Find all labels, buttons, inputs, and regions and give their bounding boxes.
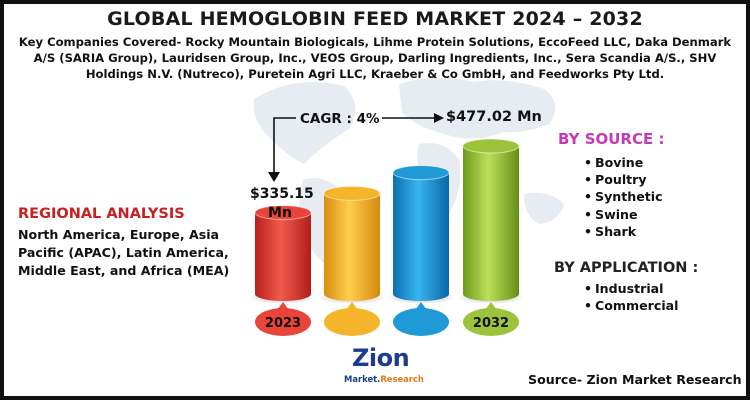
list-item: • Bovine [584,155,644,170]
category-pill-4 [463,302,519,336]
zion-logo: Zion Market.Research [342,344,438,394]
x-tick-label: 2032 [473,316,509,331]
by-application-list: • Industrial • Commercial [584,280,679,314]
cagr-label: CAGR : 4% [300,111,380,127]
bar-2 [318,185,386,304]
source-note: Source- Zion Market Research [528,372,742,387]
end-value-label: $477.02 Mn [446,109,542,125]
start-value-label: $335.15 Mn [250,186,314,221]
category-pill-1 [255,302,311,336]
list-item: • Commercial [584,298,679,314]
bar-3 [387,165,455,304]
x-tick-label: 2023 [265,316,301,331]
by-source-list: • Bovine • Poultry • Synthetic • Swine • Shar… [584,154,663,240]
list-item: • Synthetic [584,189,663,205]
category-pill-3 [393,302,449,336]
cagr-arrow [273,117,296,179]
cagr-arrow-head [268,172,280,182]
by-application-title: BY APPLICATION : [554,260,699,276]
regional-analysis-text: North America, Europe, Asia Pacific (APA… [18,227,230,278]
list-item: • Shark [584,223,637,239]
list-item: • Industrial [584,281,664,296]
list-item: • Swine [584,206,638,222]
bar-1 [249,205,317,304]
bar-4 [457,138,525,304]
key-companies-text: Key Companies Covered- Rocky Mountain Bi… [18,35,732,81]
category-pill-2 [324,302,380,336]
cagr-arrow-right-head [434,113,444,123]
page-title: GLOBAL HEMOGLOBIN FEED MARKET 2024 – 203… [107,8,643,30]
logo-wordmark: Zion [352,344,410,372]
logo-subtitle: Market.Research [344,374,424,384]
market-bar-chart: 2023 2032 [249,113,525,336]
regional-analysis-title: REGIONAL ANALYSIS [18,206,185,222]
list-item: • Poultry [584,172,647,188]
by-source-title: BY SOURCE : [558,130,665,148]
